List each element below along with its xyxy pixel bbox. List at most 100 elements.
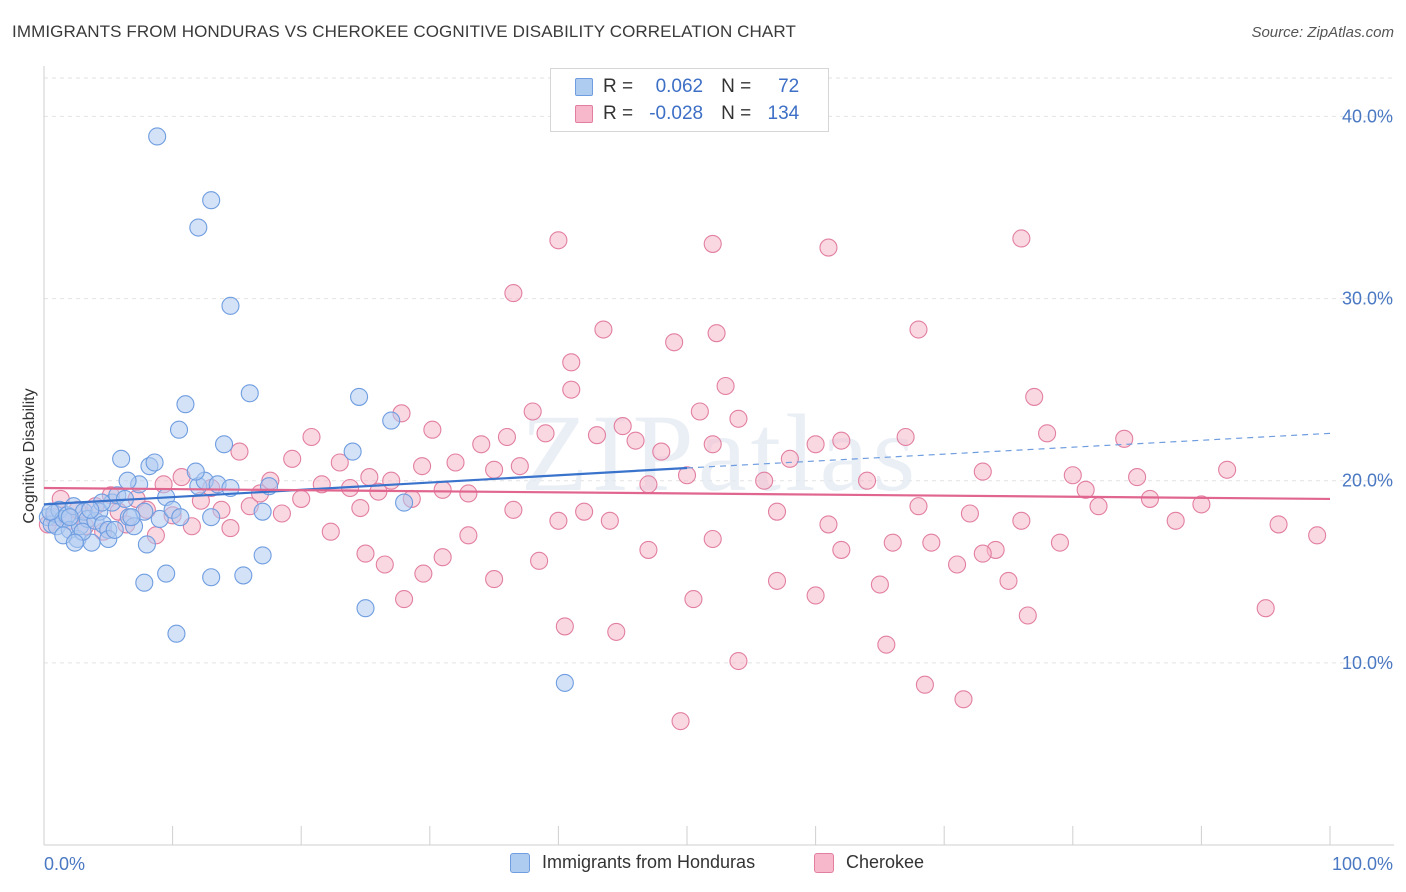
cherokee-point bbox=[292, 489, 311, 508]
cherokee-point bbox=[594, 320, 613, 339]
cherokee-point bbox=[360, 468, 379, 487]
cherokee-point bbox=[973, 462, 992, 481]
cherokee-point bbox=[446, 453, 465, 472]
cherokee-point bbox=[1012, 229, 1031, 248]
honduras-point bbox=[214, 435, 234, 454]
cherokee-point bbox=[504, 284, 523, 303]
cherokee-point bbox=[877, 635, 896, 654]
y-tick-label: 30.0% bbox=[1342, 289, 1393, 309]
legend-swatch-honduras bbox=[575, 78, 593, 96]
cherokee-point bbox=[806, 435, 825, 454]
honduras-point bbox=[135, 573, 154, 592]
cherokee-point bbox=[1269, 515, 1288, 534]
cherokee-point bbox=[703, 529, 722, 549]
honduras-trend-extension bbox=[686, 432, 1331, 469]
cherokee-point bbox=[497, 427, 517, 447]
cherokee-point bbox=[382, 471, 401, 490]
cherokee-point bbox=[671, 712, 690, 731]
y-tick-label: 10.0% bbox=[1342, 653, 1393, 673]
honduras-point bbox=[145, 453, 164, 472]
cherokee-point bbox=[1128, 468, 1147, 487]
cherokee-point bbox=[523, 402, 542, 421]
series-swatch-cherokee bbox=[814, 852, 834, 873]
cherokee-point bbox=[703, 234, 722, 253]
cherokee-point bbox=[549, 231, 568, 250]
cherokee-point bbox=[485, 570, 504, 589]
cherokee-point bbox=[607, 622, 626, 641]
honduras-point bbox=[221, 478, 240, 498]
legend-n-value: 72 bbox=[778, 76, 800, 97]
x-tick-label-min: 0.0% bbox=[44, 854, 85, 874]
series-legend: Immigrants from Honduras Cherokee bbox=[0, 852, 1406, 878]
cherokee-point bbox=[587, 426, 607, 445]
cherokee-point bbox=[549, 511, 568, 530]
cherokee-point bbox=[613, 417, 632, 436]
cherokee-point bbox=[504, 500, 523, 519]
cherokee-point bbox=[1038, 424, 1057, 443]
cherokee-point bbox=[1018, 606, 1037, 625]
cherokee-point bbox=[883, 533, 902, 552]
honduras-point bbox=[189, 218, 208, 237]
cherokee-point bbox=[832, 540, 851, 559]
legend-swatch-cherokee bbox=[575, 105, 593, 123]
cherokee-point bbox=[510, 457, 529, 476]
legend-row-honduras: R = 0.062 N = 72 bbox=[575, 75, 799, 99]
cherokee-point bbox=[459, 484, 478, 503]
honduras-point bbox=[105, 520, 124, 539]
cherokee-point bbox=[555, 617, 574, 636]
cherokee-point bbox=[780, 449, 799, 468]
cherokee-point bbox=[221, 519, 240, 538]
legend-r-label: R = bbox=[603, 103, 634, 124]
cherokee-point bbox=[639, 475, 658, 494]
honduras-point bbox=[60, 508, 79, 527]
cherokee-point bbox=[639, 540, 658, 559]
cherokee-point bbox=[230, 442, 249, 461]
cherokee-point bbox=[1218, 460, 1237, 479]
cherokee-point bbox=[960, 504, 979, 523]
series-label-honduras: Immigrants from Honduras bbox=[542, 852, 756, 872]
honduras-point bbox=[148, 127, 167, 146]
cherokee-point bbox=[575, 502, 594, 521]
cherokee-point bbox=[413, 457, 432, 476]
honduras-point bbox=[343, 442, 362, 461]
cherokee-point bbox=[562, 380, 581, 399]
cherokee-point bbox=[356, 544, 375, 563]
cherokee-point bbox=[600, 511, 619, 530]
honduras-point bbox=[202, 191, 221, 210]
legend-n-label: N = bbox=[721, 76, 752, 97]
cherokee-point bbox=[703, 435, 722, 454]
cherokee-point bbox=[806, 586, 825, 605]
cherokee-point bbox=[729, 651, 748, 671]
cherokee-point bbox=[716, 376, 735, 396]
cherokee-point bbox=[767, 571, 787, 590]
honduras-point bbox=[169, 420, 189, 439]
cherokee-point bbox=[1192, 495, 1211, 514]
chart-source: Source: ZipAtlas.com bbox=[1251, 24, 1394, 41]
honduras-point bbox=[221, 296, 240, 315]
honduras-point bbox=[157, 564, 176, 583]
cherokee-point bbox=[652, 442, 671, 461]
cherokee-point bbox=[423, 420, 442, 439]
honduras-point bbox=[253, 502, 272, 521]
cherokee-point bbox=[562, 353, 581, 372]
y-tick-labels: 10.0% 20.0% 30.0% 40.0% bbox=[1342, 106, 1393, 672]
cherokee-point bbox=[707, 324, 726, 343]
cherokee-point bbox=[351, 498, 370, 518]
cherokee-point bbox=[954, 690, 973, 709]
cherokee-point bbox=[684, 590, 703, 609]
honduras-point bbox=[382, 411, 401, 430]
honduras-point bbox=[176, 395, 195, 414]
cherokee-trend-line bbox=[43, 486, 1331, 501]
cherokee-point bbox=[330, 453, 349, 472]
series-legend-cherokee: Cherokee bbox=[814, 852, 924, 873]
cherokee-point bbox=[485, 460, 504, 479]
cherokee-point bbox=[665, 333, 684, 352]
honduras-point bbox=[81, 500, 100, 519]
series-label-cherokee: Cherokee bbox=[846, 852, 925, 872]
cherokee-point bbox=[857, 471, 877, 490]
cherokee-point bbox=[414, 564, 433, 583]
cherokee-point bbox=[1256, 599, 1275, 618]
trend-lines bbox=[43, 432, 1331, 506]
cherokee-point bbox=[819, 238, 838, 257]
